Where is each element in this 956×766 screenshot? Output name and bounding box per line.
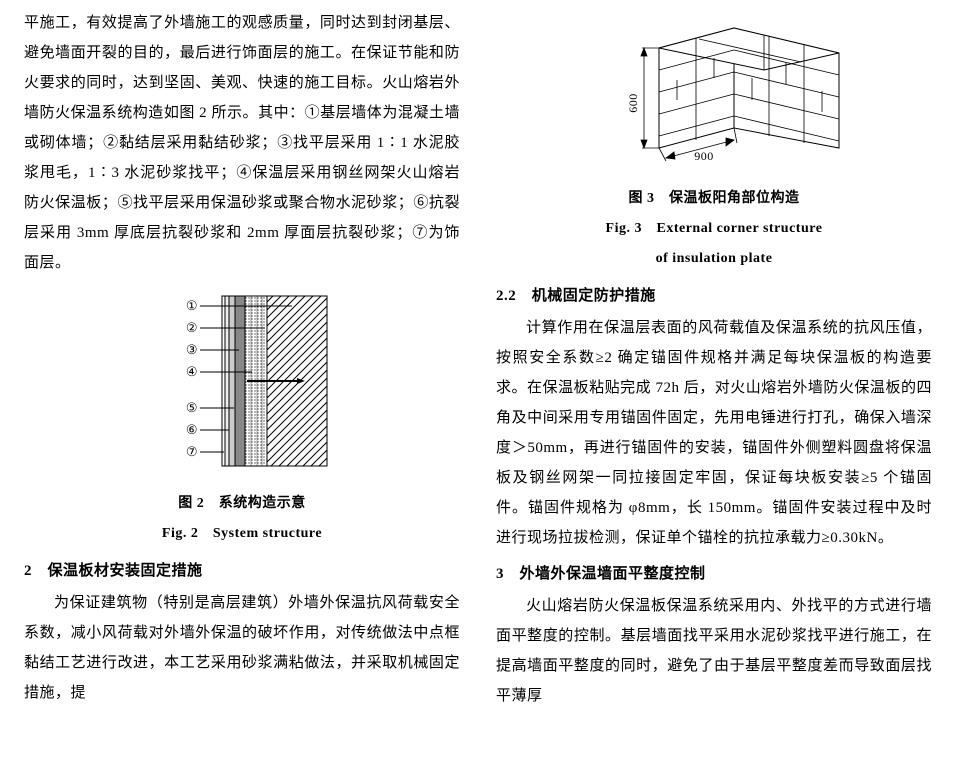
fig2-label-7: ⑦ [186, 444, 224, 459]
svg-text:①: ① [186, 298, 198, 313]
svg-text:⑤: ⑤ [186, 400, 198, 415]
figure-3-svg: 600 900 [564, 18, 864, 168]
right-para-3: 火山熔岩防火保温板保温系统采用内、外找平的方式进行墙面平整度的控制。基层墙面找平… [496, 591, 932, 711]
figure-2: ① ② ③ ④ ⑤ [24, 288, 460, 548]
figure-3-caption-en-1: Fig. 3 External corner structure [496, 215, 932, 243]
figure-3-caption-en-2: of insulation plate [496, 245, 932, 273]
svg-text:⑥: ⑥ [186, 422, 198, 437]
figure-3: 600 900 图 3 保温板阳角部位构造 Fig. 3 External co… [496, 18, 932, 273]
left-para-1: 平施工，有效提高了外墙施工的观感质量，同时达到封闭基层、避免墙面开裂的目的，最后… [24, 8, 460, 278]
figure-3-caption-zh: 图 3 保温板阳角部位构造 [496, 185, 932, 213]
section-2-2-heading: 2.2 机械固定防护措施 [496, 281, 932, 311]
figure-2-caption-en: Fig. 2 System structure [24, 520, 460, 548]
figure-2-svg: ① ② ③ ④ ⑤ [137, 288, 347, 473]
svg-text:②: ② [186, 320, 198, 335]
svg-text:④: ④ [186, 364, 198, 379]
svg-text:③: ③ [186, 342, 198, 357]
left-column: 平施工，有效提高了外墙施工的观感质量，同时达到封闭基层、避免墙面开裂的目的，最后… [24, 8, 460, 711]
section-2-heading: 2 保温板材安装固定措施 [24, 556, 460, 586]
section-3-heading: 3 外墙外保温墙面平整度控制 [496, 559, 932, 589]
svg-text:⑦: ⑦ [186, 444, 198, 459]
right-para-22: 计算作用在保温层表面的风荷载值及保温系统的抗风压值，按照安全系数≥2 确定锚固件… [496, 313, 932, 553]
left-para-2: 为保证建筑物（特别是高层建筑）外墙外保温抗风荷载安全系数，减小风荷载对外墙外保温… [24, 588, 460, 708]
two-column-layout: 平施工，有效提高了外墙施工的观感质量，同时达到封闭基层、避免墙面开裂的目的，最后… [24, 8, 932, 711]
fig3-dim-w: 900 [694, 149, 714, 163]
figure-2-caption-zh: 图 2 系统构造示意 [24, 490, 460, 518]
right-column: 600 900 图 3 保温板阳角部位构造 Fig. 3 External co… [496, 8, 932, 711]
fig3-dim-h: 600 [626, 93, 640, 113]
